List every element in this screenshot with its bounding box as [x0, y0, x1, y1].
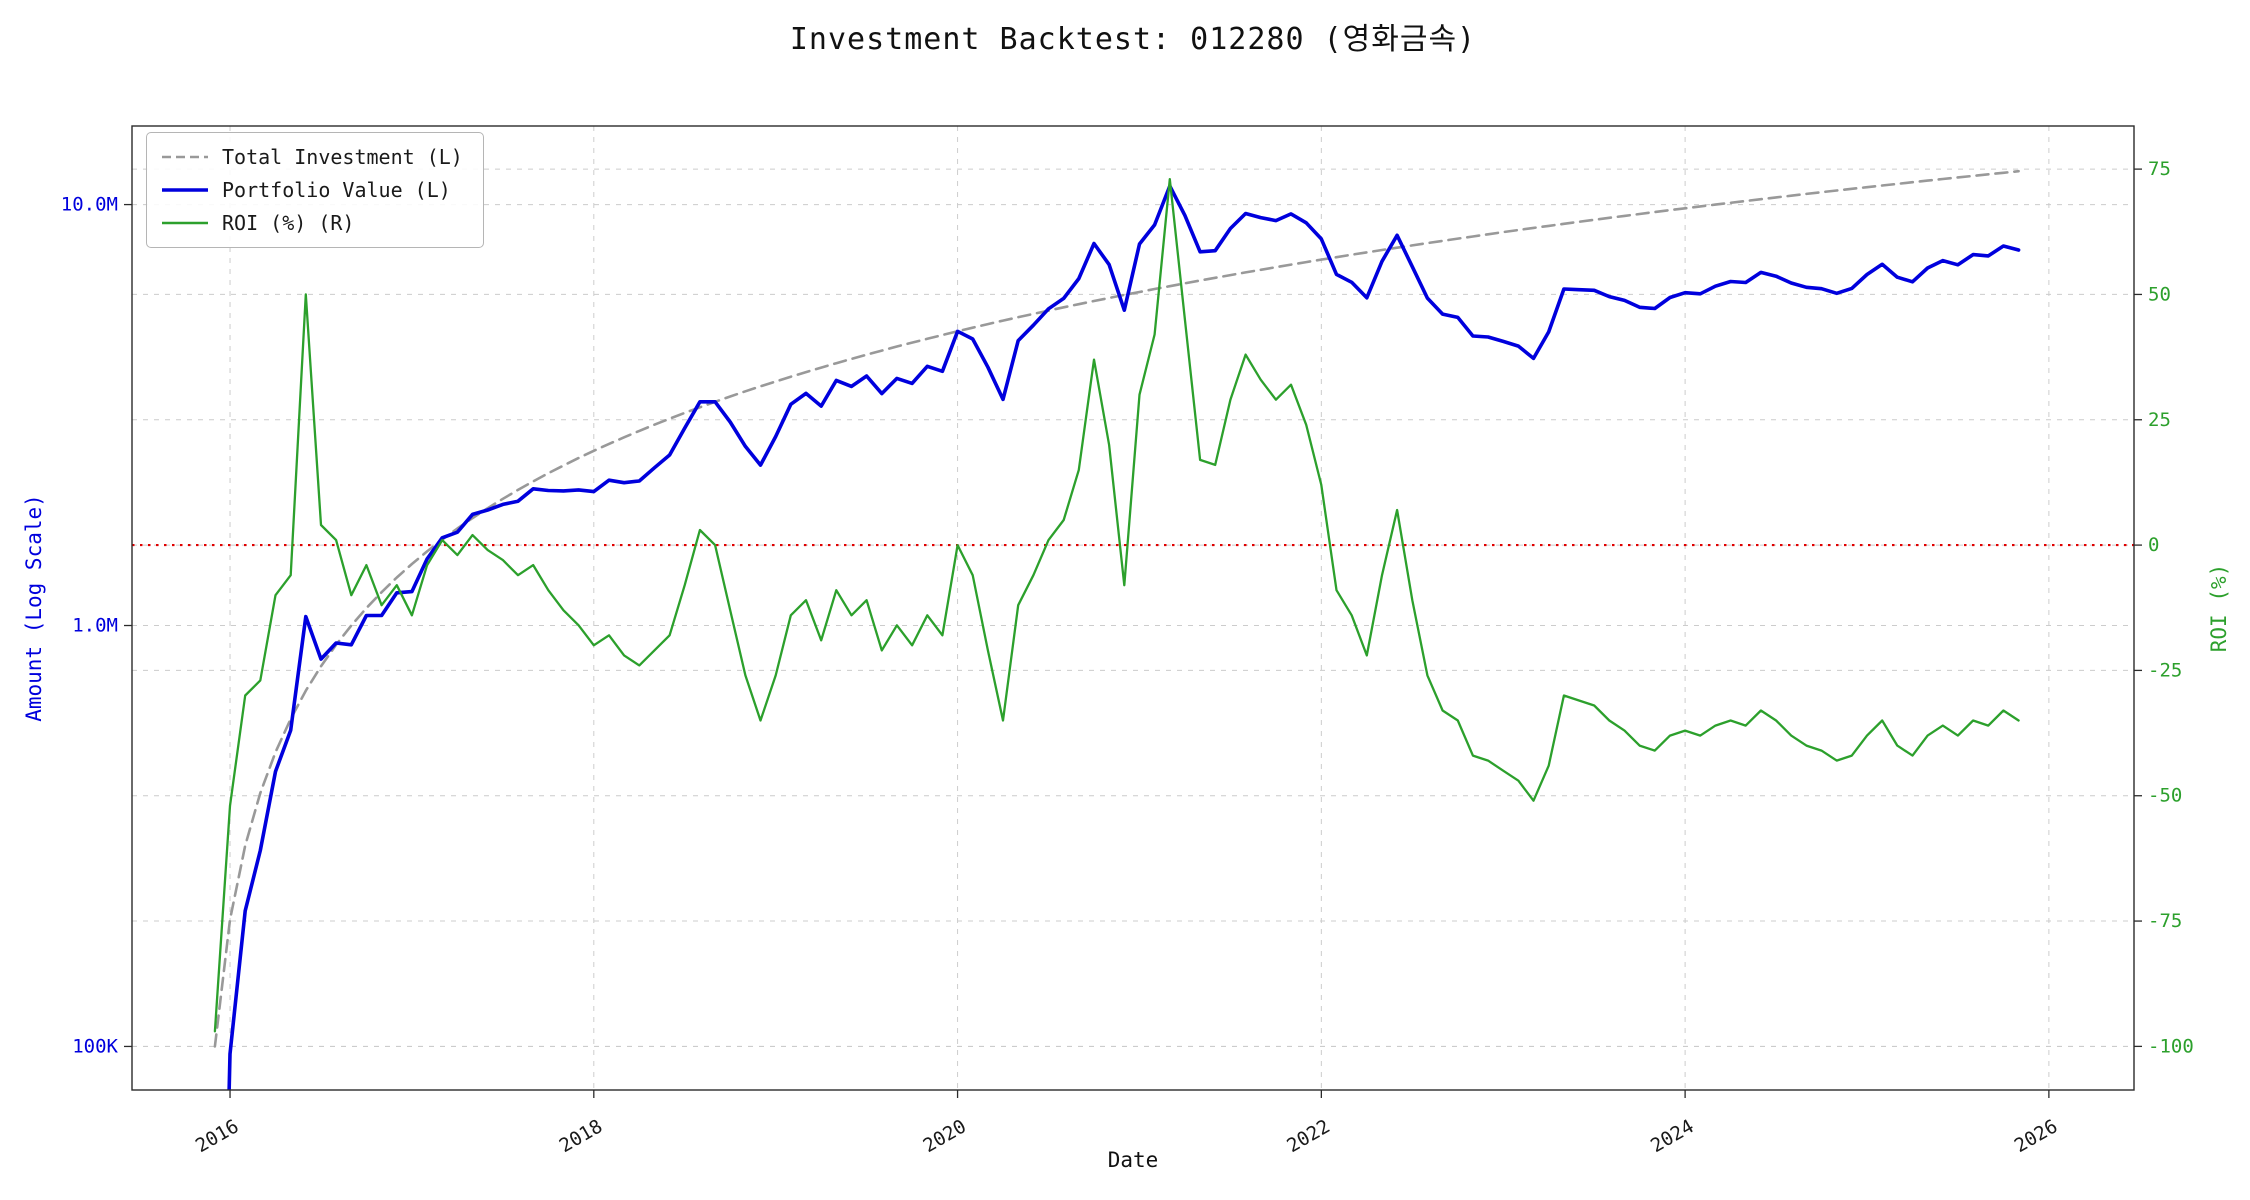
legend-solid-line-icon — [162, 188, 208, 192]
legend-item-total-investment: Total Investment (L) — [161, 145, 463, 169]
y-right-tick-label: 75 — [2148, 158, 2171, 180]
y-right-axis-label: ROI (%) — [2207, 563, 2231, 653]
legend-solid-line-icon — [162, 221, 208, 225]
y-left-axis-label: Amount (Log Scale) — [22, 494, 46, 722]
x-tick-label: 2018 — [556, 1115, 607, 1157]
x-tick-label: 2020 — [919, 1115, 970, 1157]
y-right-tick-label: 0 — [2148, 534, 2159, 556]
x-axis-label: Date — [1107, 1148, 1159, 1172]
series-line-roi-percent — [213, 177, 2020, 1033]
legend-label-portfolio-value: Portfolio Value (L) — [222, 178, 451, 202]
plot-border — [131, 125, 2135, 1091]
tick-labels: 2016 2018 2020 2022 2024 2026 100K 1.0M 10.0M 75 5… — [61, 158, 2194, 1157]
legend-dashed-line-icon — [162, 155, 208, 159]
y-left-tick-label: 100K — [72, 1035, 118, 1057]
chart-title: Investment Backtest: 012280 (영화금속) — [789, 22, 1477, 57]
y-right-tick-label: -50 — [2148, 785, 2182, 807]
series-line-total-investment — [213, 169, 2020, 1048]
tick-marks — [124, 168, 2142, 1098]
y-right-tick-label: -75 — [2148, 910, 2182, 932]
legend-item-roi: ROI (%) (R) — [161, 211, 463, 235]
y-left-tick-label: 10.0M — [61, 194, 118, 216]
y-left-tick-label: 1.0M — [72, 615, 118, 637]
legend-label-total-investment: Total Investment (L) — [222, 145, 463, 169]
x-tick-label: 2026 — [2011, 1115, 2062, 1157]
y-right-tick-label: 25 — [2148, 409, 2171, 431]
x-tick-label: 2022 — [1283, 1115, 1334, 1157]
legend-label-roi: ROI (%) (R) — [222, 211, 355, 235]
legend: Total Investment (L) Portfolio Value (L)… — [146, 132, 484, 248]
y-right-tick-label: -25 — [2148, 659, 2182, 681]
x-tick-label: 2016 — [192, 1115, 243, 1157]
y-right-tick-label: -100 — [2148, 1035, 2194, 1057]
y-right-tick-label: 50 — [2148, 283, 2171, 305]
series-line-portfolio-value — [227, 184, 2021, 1090]
x-tick-label: 2024 — [1647, 1115, 1698, 1157]
legend-item-portfolio-value: Portfolio Value (L) — [161, 178, 463, 202]
